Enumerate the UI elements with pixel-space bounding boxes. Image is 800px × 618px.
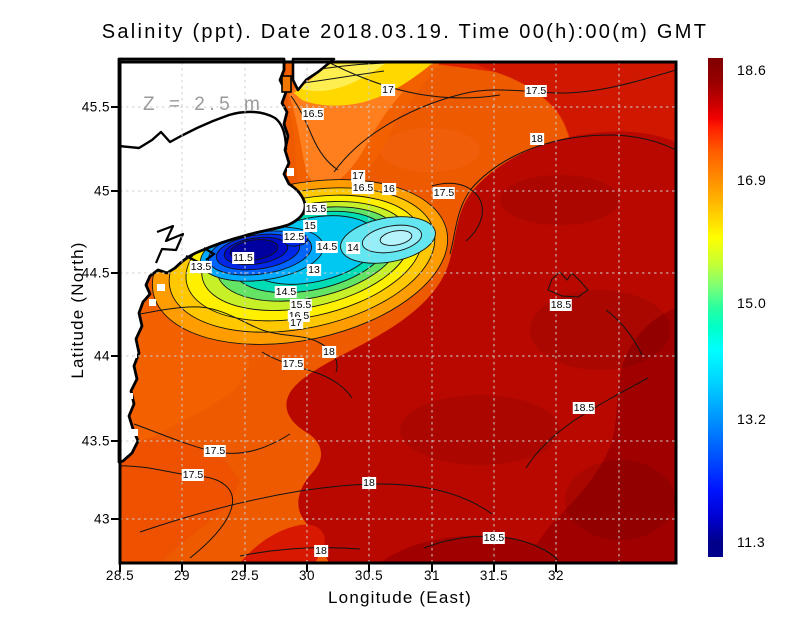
contour-value-label: 18	[530, 133, 544, 145]
latitude-tick-label: 45	[93, 183, 110, 199]
contour-value-label: 15.5	[304, 203, 328, 215]
plot-frame	[118, 60, 678, 565]
contour-value-label: 17.5	[524, 85, 548, 97]
contour-value-label: 17	[381, 84, 395, 96]
contour-value-label: 16.5	[301, 108, 325, 120]
colorbar-tick-label: 16.9	[737, 172, 767, 188]
latitude-tick-label: 45.5	[81, 99, 110, 115]
longitude-tick-label: 30	[298, 568, 316, 583]
colorbar-tick-label: 18.6	[737, 62, 767, 78]
contour-value-label: 17.5	[432, 187, 456, 199]
contour-value-label: 18.5	[549, 299, 573, 311]
latitude-tick-label: 44.5	[81, 265, 110, 281]
contour-value-label: 17.5	[203, 445, 227, 457]
contour-value-label: 12.5	[282, 231, 306, 243]
contour-value-label: 18	[362, 477, 376, 489]
colorbar-tick-label: 13.2	[737, 411, 767, 427]
axis-tick-marks	[111, 106, 557, 572]
contour-value-label: 18.5	[572, 402, 596, 414]
contour-value-label: 17.5	[181, 469, 205, 481]
contour-value-label: 17.5	[281, 358, 305, 370]
colorbar-tick-label: 11.3	[737, 534, 766, 550]
contour-value-label: 16.5	[351, 182, 375, 194]
contour-value-label: 15.5	[289, 299, 313, 311]
contour-value-label: 14	[346, 242, 360, 254]
colorbar	[708, 58, 723, 557]
contour-value-label: 16	[382, 183, 396, 195]
longitude-tick-label: 28.5	[105, 568, 135, 583]
contour-value-label: 15	[303, 220, 317, 232]
longitude-tick-label: 32	[547, 568, 565, 583]
contour-value-label: 18	[314, 545, 328, 557]
grid-lines	[120, 62, 676, 563]
longitude-tick-label: 29.5	[230, 568, 260, 583]
longitude-tick-label: 30.5	[354, 568, 384, 583]
latitude-tick-label: 44	[93, 348, 110, 364]
unresolved-coast-cells	[127, 168, 297, 436]
latitude-tick-label: 43	[93, 511, 110, 527]
contour-value-label: 18.5	[482, 532, 506, 544]
longitude-tick-label: 31	[423, 568, 441, 583]
page-title: Salinity (ppt). Date 2018.03.19. Time 00…	[101, 21, 709, 43]
y-axis-title: Latitude (North)	[68, 241, 87, 379]
contour-value-label: 13.5	[189, 261, 213, 273]
longitude-tick-label: 31.5	[479, 568, 509, 583]
contour-value-label: 14.5	[315, 241, 339, 253]
depth-annotation: Z = 2.5 m	[143, 94, 265, 115]
latitude-tick-label: 43.5	[81, 433, 110, 449]
contour-value-label: 17	[289, 317, 303, 329]
contour-value-label: 17	[351, 170, 365, 182]
longitude-tick-label: 29	[173, 568, 191, 583]
colorbar-tick-label: 15.0	[737, 295, 767, 311]
contour-value-label: 18	[322, 346, 336, 358]
contour-value-label: 11.5	[232, 252, 254, 264]
contour-value-label: 13	[307, 264, 321, 276]
contour-value-label: 14.5	[274, 286, 298, 298]
x-axis-title: Longitude (East)	[328, 588, 472, 607]
coastline-land	[117, 57, 336, 464]
